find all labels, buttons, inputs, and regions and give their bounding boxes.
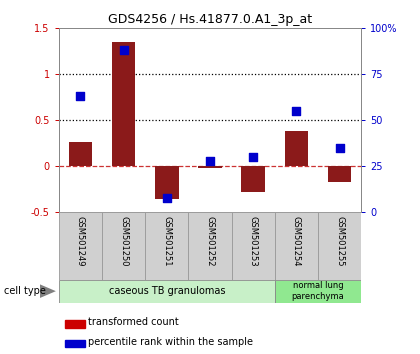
Polygon shape bbox=[40, 284, 56, 298]
Bar bbox=[198, 166, 222, 168]
FancyBboxPatch shape bbox=[102, 212, 145, 280]
FancyBboxPatch shape bbox=[275, 280, 361, 303]
Text: cell type: cell type bbox=[4, 286, 46, 296]
Bar bbox=[68, 142, 92, 166]
Point bbox=[250, 154, 257, 160]
Point bbox=[293, 108, 300, 114]
Text: GSM501250: GSM501250 bbox=[119, 216, 128, 266]
Point bbox=[336, 145, 343, 151]
FancyBboxPatch shape bbox=[318, 212, 361, 280]
FancyBboxPatch shape bbox=[231, 212, 275, 280]
Text: GSM501253: GSM501253 bbox=[249, 216, 258, 267]
FancyBboxPatch shape bbox=[189, 212, 231, 280]
Title: GDS4256 / Hs.41877.0.A1_3p_at: GDS4256 / Hs.41877.0.A1_3p_at bbox=[108, 13, 312, 26]
Text: GSM501249: GSM501249 bbox=[76, 216, 85, 266]
Bar bbox=[241, 166, 265, 192]
Text: GSM501252: GSM501252 bbox=[205, 216, 215, 266]
Text: caseous TB granulomas: caseous TB granulomas bbox=[108, 286, 225, 296]
Text: normal lung
parenchyma: normal lung parenchyma bbox=[291, 281, 344, 301]
Bar bbox=[284, 131, 308, 166]
Bar bbox=[65, 320, 85, 328]
Point bbox=[77, 93, 84, 99]
Text: percentile rank within the sample: percentile rank within the sample bbox=[89, 337, 253, 347]
FancyBboxPatch shape bbox=[145, 212, 189, 280]
Bar bbox=[155, 166, 178, 199]
FancyBboxPatch shape bbox=[59, 280, 275, 303]
Bar bbox=[112, 42, 136, 166]
Text: GSM501255: GSM501255 bbox=[335, 216, 344, 266]
Text: GSM501254: GSM501254 bbox=[292, 216, 301, 266]
Point bbox=[207, 158, 213, 164]
FancyBboxPatch shape bbox=[59, 212, 102, 280]
Text: GSM501251: GSM501251 bbox=[162, 216, 171, 266]
Text: transformed count: transformed count bbox=[89, 318, 179, 327]
Bar bbox=[65, 340, 85, 347]
FancyBboxPatch shape bbox=[275, 212, 318, 280]
Point bbox=[163, 195, 170, 200]
Point bbox=[120, 47, 127, 53]
Bar bbox=[328, 166, 352, 182]
